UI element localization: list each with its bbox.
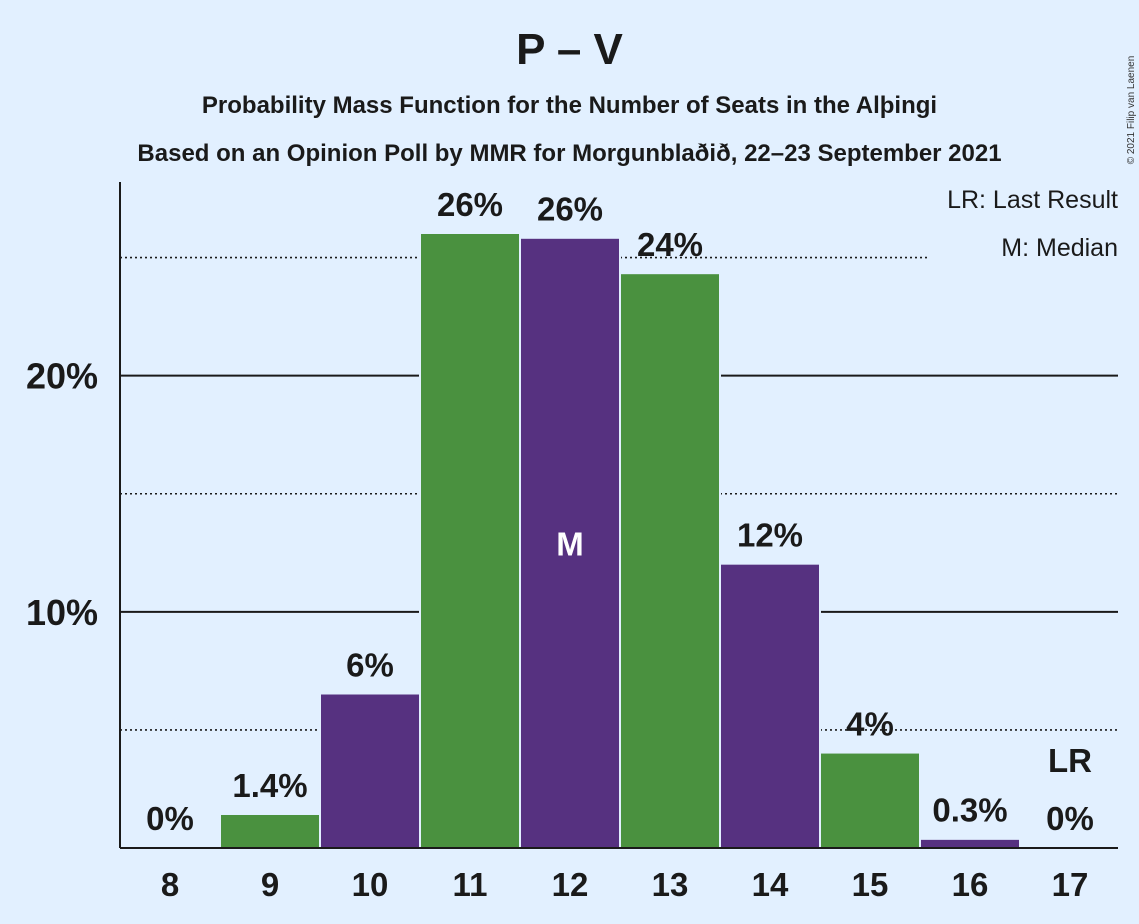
x-tick-label: 13 [652, 866, 689, 903]
bar-seat-10 [321, 694, 419, 848]
bar-seat-13 [621, 274, 719, 848]
copyright-note: © 2021 Filip van Laenen [1126, 56, 1137, 165]
bars [219, 231, 1021, 850]
legend-entry: M: Median [1001, 234, 1118, 262]
value-label: 12% [737, 517, 803, 554]
bar-seat-15 [821, 753, 919, 848]
legend-entry: LR: Last Result [947, 186, 1118, 214]
legend-bg [930, 180, 1120, 218]
legend: LR: Last Result M: Median [930, 180, 1120, 266]
x-tick-label: 16 [952, 866, 989, 903]
y-tick-label: 10% [26, 592, 98, 633]
value-label: 0% [146, 800, 194, 837]
bar-seat-16 [921, 839, 1019, 848]
value-label: 0% [1046, 800, 1094, 837]
chart-source-note: Based on an Opinion Poll by MMR for Morg… [137, 140, 1001, 167]
value-label: 0.3% [932, 792, 1007, 829]
x-tick-label: 12 [552, 866, 589, 903]
bar-seat-11 [421, 233, 519, 848]
value-label: 6% [346, 646, 394, 683]
axes: 10% 20% 8 9 10 11 12 13 14 15 16 17 [26, 182, 1118, 903]
x-tick-label: 10 [352, 866, 389, 903]
x-tick-label: 15 [852, 866, 889, 903]
x-tick-label: 14 [752, 866, 789, 903]
x-tick-label: 11 [453, 866, 488, 903]
bar-seat-12 [521, 238, 619, 848]
chart-subtitle: Probability Mass Function for the Number… [202, 92, 937, 119]
legend-bg [930, 228, 1120, 266]
value-labels: 0% 1.4% 6% 26% 26% M 24% 12% 4% 0.3% 0% LR [146, 186, 1094, 837]
median-marker: M [556, 525, 584, 562]
value-label: 1.4% [232, 767, 307, 804]
y-tick-label: 20% [26, 356, 98, 397]
value-label: 26% [537, 191, 603, 228]
chart-title: P – V [516, 25, 623, 74]
value-label: 4% [846, 706, 894, 743]
x-tick-label: 8 [161, 866, 179, 903]
x-tick-label: 9 [261, 866, 279, 903]
x-tick-label: 17 [1052, 866, 1089, 903]
bar-seat-9 [221, 814, 319, 848]
value-label: 26% [437, 186, 503, 223]
bar-seat-14 [721, 564, 819, 848]
last-result-marker: LR [1048, 742, 1092, 779]
value-label: 24% [637, 226, 703, 263]
